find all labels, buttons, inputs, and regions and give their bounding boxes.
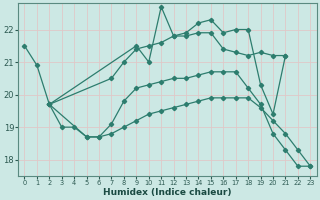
X-axis label: Humidex (Indice chaleur): Humidex (Indice chaleur): [103, 188, 232, 197]
